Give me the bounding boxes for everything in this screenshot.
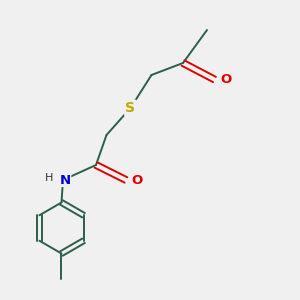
- Text: S: S: [125, 101, 136, 115]
- Text: O: O: [131, 173, 143, 187]
- Text: H: H: [44, 172, 53, 183]
- Text: O: O: [220, 73, 231, 86]
- Text: N: N: [59, 173, 71, 187]
